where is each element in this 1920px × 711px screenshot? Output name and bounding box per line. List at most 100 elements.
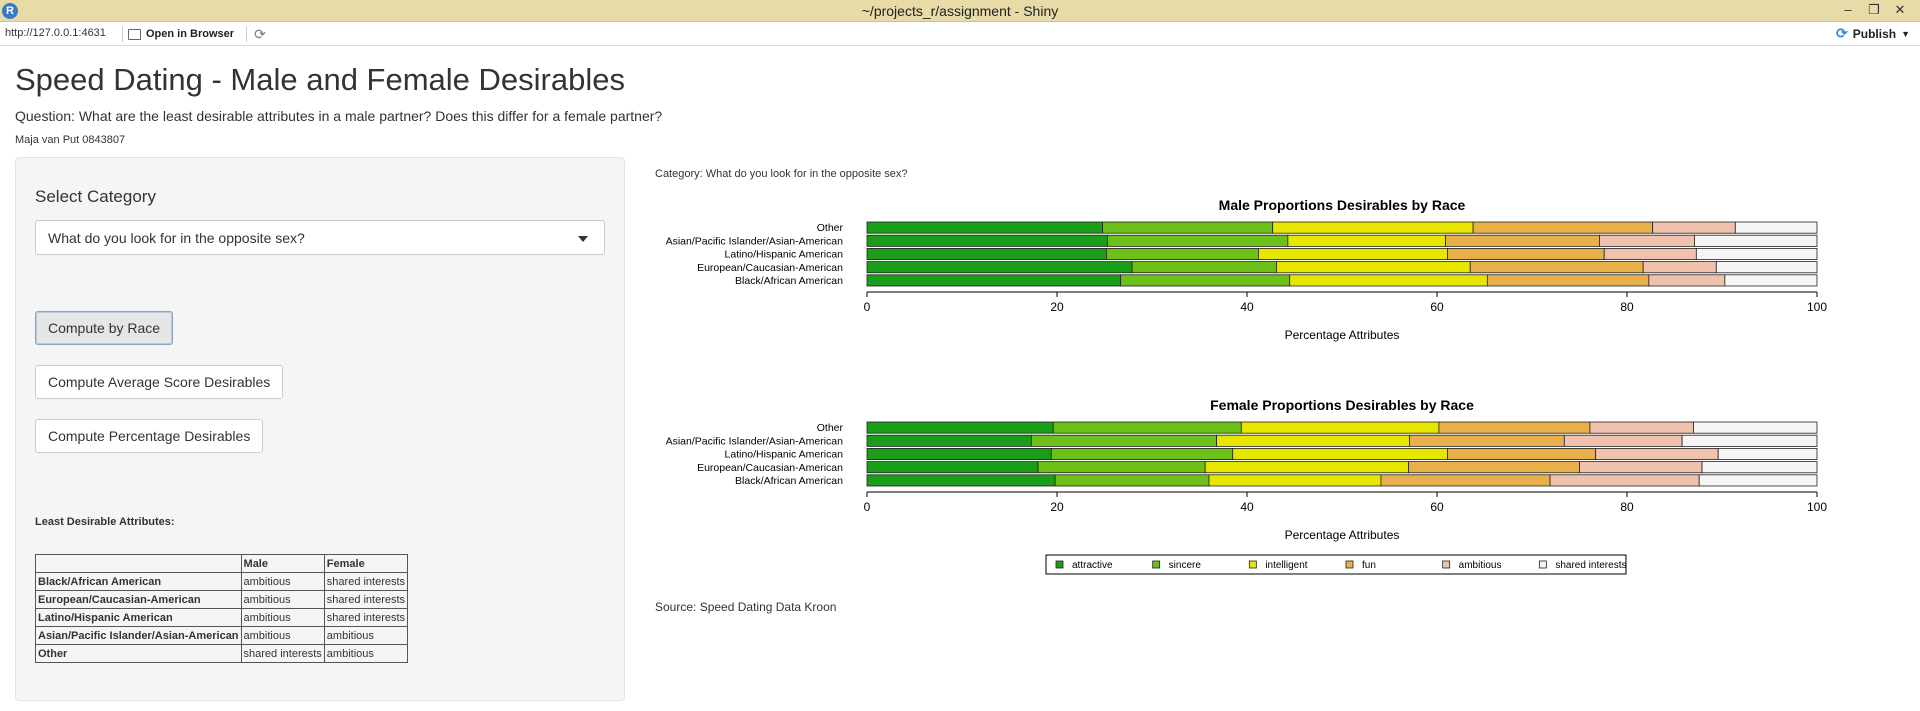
bar-segment-ambitious bbox=[1648, 274, 1726, 287]
bar-segment-sincere bbox=[1052, 421, 1242, 434]
bar-segment-shared-interests bbox=[1724, 274, 1818, 287]
table-cell: shared interests bbox=[323, 590, 409, 609]
category-label: Black/African American bbox=[735, 475, 843, 487]
x-tick-label: 100 bbox=[1807, 500, 1827, 514]
question-text: Question: What are the least desirable a… bbox=[15, 108, 663, 124]
category-label: Latino/Hispanic American bbox=[725, 249, 844, 261]
category-label: Black/African American bbox=[735, 275, 843, 287]
bar-segment-attractive bbox=[866, 221, 1104, 234]
x-tick-label: 20 bbox=[1050, 500, 1064, 514]
x-tick-label: 60 bbox=[1430, 500, 1444, 514]
window-titlebar: R ~/projects_r/assignment - Shiny – ❐ ✕ bbox=[0, 0, 1920, 22]
publish-button[interactable]: ⟳ Publish ▼ bbox=[1836, 25, 1910, 42]
bar-segment-ambitious bbox=[1603, 248, 1697, 261]
bar-segment-intelligent bbox=[1232, 447, 1448, 460]
bar-segment-fun bbox=[1469, 261, 1644, 274]
bar-segment-shared-interests bbox=[1698, 474, 1818, 487]
bar-segment-fun bbox=[1486, 274, 1650, 287]
x-axis-label: Percentage Attributes bbox=[1285, 528, 1400, 542]
bar-segment-intelligent bbox=[1258, 248, 1448, 261]
table-cell: ambitious bbox=[240, 608, 325, 627]
bar-segment-fun bbox=[1409, 434, 1565, 447]
bar-segment-intelligent bbox=[1208, 474, 1382, 487]
legend-label: ambitious bbox=[1459, 560, 1502, 571]
page-title: Speed Dating - Male and Female Desirable… bbox=[15, 62, 625, 97]
bar-segment-attractive bbox=[866, 461, 1039, 474]
bar-segment-attractive bbox=[866, 474, 1056, 487]
bar-segment-intelligent bbox=[1276, 261, 1471, 274]
restore-icon[interactable]: ❐ bbox=[1868, 2, 1880, 17]
bar-segment-fun bbox=[1408, 461, 1580, 474]
open-in-browser-button[interactable]: Open in Browser bbox=[128, 25, 234, 43]
table-row-label: Black/African American bbox=[35, 572, 242, 591]
bar-segment-attractive bbox=[866, 434, 1032, 447]
refresh-icon[interactable]: ⟳ bbox=[254, 26, 266, 42]
legend-swatch bbox=[1345, 560, 1354, 569]
bar-segment-sincere bbox=[1102, 221, 1274, 234]
compute-percentage-button[interactable]: Compute Percentage Desirables bbox=[35, 419, 264, 453]
legend-label: sincere bbox=[1169, 560, 1202, 571]
x-tick-label: 100 bbox=[1807, 300, 1827, 314]
table-row: European/Caucasian-American ambitious sh… bbox=[35, 590, 409, 609]
bar-segment-attractive bbox=[866, 421, 1054, 434]
select-category-label: Select Category bbox=[35, 187, 156, 206]
x-tick-label: 40 bbox=[1240, 500, 1254, 514]
x-tick-label: 60 bbox=[1430, 300, 1444, 314]
compute-by-race-button[interactable]: Compute by Race bbox=[35, 311, 174, 345]
chart-title: Female Proportions Desirables by Race bbox=[1210, 397, 1474, 413]
author-text: Maja van Put 0843807 bbox=[15, 134, 126, 146]
category-select[interactable]: What do you look for in the opposite sex… bbox=[35, 220, 605, 255]
url-text[interactable]: http://127.0.0.1:4631 bbox=[5, 27, 106, 39]
publish-icon: ⟳ bbox=[1836, 25, 1848, 41]
table-row-label: Asian/Pacific Islander/Asian-American bbox=[35, 626, 242, 645]
category-label: Asian/Pacific Islander/Asian-American bbox=[666, 435, 844, 447]
viewer-toolbar: http://127.0.0.1:4631 Open in Browser ⟳ … bbox=[0, 22, 1920, 46]
category-label: European/Caucasian-American bbox=[697, 262, 843, 274]
legend-swatch bbox=[1442, 560, 1451, 569]
browser-window-icon bbox=[128, 28, 141, 40]
bar-segment-ambitious bbox=[1652, 221, 1736, 234]
bar-segment-sincere bbox=[1054, 474, 1210, 487]
table-row-label: Latino/Hispanic American bbox=[35, 608, 242, 627]
legend-label: intelligent bbox=[1265, 560, 1307, 571]
table-header-cell bbox=[35, 554, 242, 573]
table-row: Other shared interests ambitious bbox=[35, 644, 409, 663]
dropdown-caret-icon bbox=[578, 236, 588, 242]
table-row: Asian/Pacific Islander/Asian-American am… bbox=[35, 626, 409, 645]
compute-average-button[interactable]: Compute Average Score Desirables bbox=[35, 365, 284, 399]
bar-segment-fun bbox=[1447, 447, 1597, 460]
toolbar-divider bbox=[122, 26, 123, 42]
bar-segment-ambitious bbox=[1549, 474, 1700, 487]
table-cell: ambitious bbox=[240, 626, 325, 645]
category-label: Other bbox=[817, 222, 844, 234]
table-cell: ambitious bbox=[323, 644, 409, 663]
x-tick-label: 80 bbox=[1620, 500, 1634, 514]
bar-segment-fun bbox=[1447, 248, 1605, 261]
table-cell: ambitious bbox=[240, 572, 325, 591]
sidebar-panel: Select Category What do you look for in … bbox=[15, 157, 625, 701]
stacked-bar-charts: Male Proportions Desirables by Race Other… bbox=[666, 197, 1827, 575]
bar-segment-attractive bbox=[866, 261, 1133, 274]
bar-segment-fun bbox=[1445, 234, 1600, 247]
chevron-down-icon: ▼ bbox=[1901, 28, 1910, 39]
table-cell: ambitious bbox=[240, 590, 325, 609]
bar-segment-shared-interests bbox=[1694, 234, 1818, 247]
toolbar-divider bbox=[246, 26, 247, 42]
bar-segment-fun bbox=[1438, 421, 1591, 434]
source-caption: Source: Speed Dating Data Kroon bbox=[655, 600, 837, 614]
legend-swatch bbox=[1538, 560, 1547, 569]
bar-segment-shared-interests bbox=[1695, 248, 1818, 261]
close-icon[interactable]: ✕ bbox=[1894, 2, 1906, 17]
table-header-cell: Female bbox=[323, 554, 409, 573]
bar-segment-sincere bbox=[1105, 248, 1259, 261]
bar-segment-ambitious bbox=[1599, 234, 1695, 247]
table-row: Latino/Hispanic American ambitious share… bbox=[35, 608, 409, 627]
category-label: Latino/Hispanic American bbox=[725, 449, 844, 461]
r-logo-icon: R bbox=[2, 3, 18, 19]
bar-segment-attractive bbox=[866, 234, 1108, 247]
minimize-icon[interactable]: – bbox=[1844, 2, 1852, 17]
bar-segment-intelligent bbox=[1287, 234, 1446, 247]
legend-swatch bbox=[1055, 560, 1064, 569]
bar-segment-intelligent bbox=[1272, 221, 1474, 234]
bar-segment-sincere bbox=[1030, 434, 1218, 447]
